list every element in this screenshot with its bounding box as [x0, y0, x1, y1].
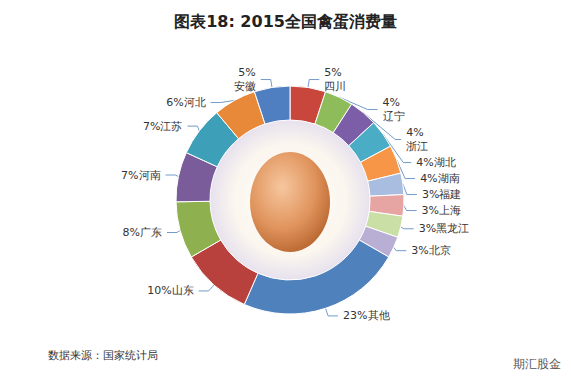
svg-text:8%广东: 8%广东: [123, 226, 162, 239]
svg-text:浙江: 浙江: [406, 140, 428, 153]
svg-text:安徽: 安徽: [234, 80, 256, 93]
svg-text:10%山东: 10%山东: [147, 284, 193, 297]
svg-text:4%: 4%: [383, 96, 400, 109]
svg-text:四川: 四川: [324, 80, 346, 93]
svg-text:6%河北: 6%河北: [166, 96, 205, 109]
svg-text:23%其他: 23%其他: [343, 309, 389, 322]
svg-text:辽宁: 辽宁: [383, 110, 405, 123]
svg-text:数据来源：国家统计局: 数据来源：国家统计局: [48, 349, 158, 362]
svg-text:3%上海: 3%上海: [422, 204, 461, 217]
svg-text:期汇股金: 期汇股金: [513, 357, 561, 371]
svg-text:7%江苏: 7%江苏: [143, 120, 182, 133]
svg-text:5%: 5%: [324, 66, 341, 79]
svg-text:3%黑龙江: 3%黑龙江: [419, 222, 469, 235]
svg-text:4%湖南: 4%湖南: [420, 172, 459, 185]
svg-text:5%: 5%: [238, 66, 255, 79]
svg-text:4%: 4%: [406, 126, 423, 139]
svg-text:7%河南: 7%河南: [121, 169, 160, 182]
svg-text:3%北京: 3%北京: [411, 244, 450, 257]
svg-text:4%湖北: 4%湖北: [416, 156, 455, 169]
svg-text:3%福建: 3%福建: [422, 188, 461, 201]
svg-text:图表18: 2015全国禽蛋消费量: 图表18: 2015全国禽蛋消费量: [174, 12, 397, 31]
